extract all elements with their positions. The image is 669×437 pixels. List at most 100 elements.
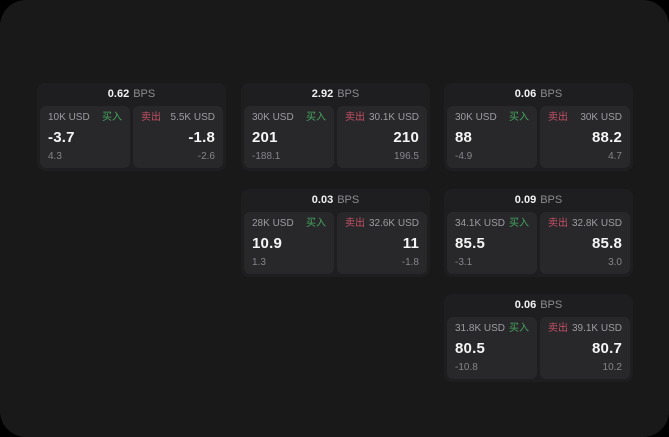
sell-change: 196.5 — [393, 151, 419, 162]
sell-tile-header: 卖出 32.6K USD — [345, 219, 419, 229]
quote-card-4: 0.03 BPS 28K USD 买入 10.9 1.3 卖出 32.6K US… — [241, 189, 430, 277]
sell-tile-header: 卖出 30K USD — [548, 113, 622, 123]
bps-value: 0.09 — [514, 194, 537, 206]
buy-price: -3.7 — [48, 129, 75, 146]
bps-header: 0.03 BPS — [244, 189, 427, 212]
sell-change: 10.2 — [602, 362, 622, 373]
buy-tile-header: 30K USD 买入 — [455, 113, 529, 123]
buy-price-tile[interactable]: 10K USD 买入 -3.7 4.3 — [40, 106, 130, 168]
bps-value: 0.06 — [514, 299, 537, 311]
buy-side-label: 买入 — [306, 218, 326, 229]
buy-tile-header: 30K USD 买入 — [252, 113, 326, 123]
bps-header: 2.92 BPS — [244, 83, 427, 106]
sell-side-label: 卖出 — [548, 218, 568, 229]
sell-price: -1.8 — [188, 129, 215, 146]
sell-price: 88.2 — [592, 129, 622, 146]
sell-side-label: 卖出 — [548, 112, 568, 123]
bps-value: 0.06 — [514, 88, 537, 100]
buy-amount: 28K USD — [252, 218, 294, 229]
buy-price-tile[interactable]: 28K USD 买入 10.9 1.3 — [244, 212, 334, 274]
sell-price-tile[interactable]: 卖出 39.1K USD 80.7 10.2 — [540, 317, 630, 379]
sell-side-label: 卖出 — [345, 112, 365, 123]
sell-side-label: 卖出 — [548, 323, 568, 334]
bps-unit-label: BPS — [540, 88, 563, 100]
quote-card-3: 0.06 BPS 30K USD 买入 88 -4.9 卖出 30K USD 8… — [444, 83, 633, 171]
sell-side-label: 卖出 — [345, 218, 365, 229]
bps-header: 0.09 BPS — [447, 189, 630, 212]
buy-tile-header: 28K USD 买入 — [252, 219, 326, 229]
buy-change: 1.3 — [252, 257, 266, 268]
bps-unit-label: BPS — [540, 194, 563, 206]
buy-side-label: 买入 — [509, 218, 529, 229]
bps-value: 0.03 — [311, 194, 334, 206]
price-tiles: 28K USD 买入 10.9 1.3 卖出 32.6K USD 11 -1.8 — [244, 212, 427, 274]
buy-price: 10.9 — [252, 235, 282, 252]
quote-card-1: 0.62 BPS 10K USD 买入 -3.7 4.3 卖出 5.5K USD… — [37, 83, 226, 171]
buy-amount: 30K USD — [252, 112, 294, 123]
buy-side-label: 买入 — [102, 112, 122, 123]
sell-price-tile[interactable]: 卖出 5.5K USD -1.8 -2.6 — [133, 106, 223, 168]
price-tiles: 31.8K USD 买入 80.5 -10.8 卖出 39.1K USD 80.… — [447, 317, 630, 379]
price-tiles: 30K USD 买入 88 -4.9 卖出 30K USD 88.2 4.7 — [447, 106, 630, 168]
sell-price: 11 — [402, 235, 419, 252]
sell-amount: 30.1K USD — [368, 112, 419, 123]
bps-header: 0.62 BPS — [40, 83, 223, 106]
price-tiles: 34.1K USD 买入 85.5 -3.1 卖出 32.8K USD 85.8… — [447, 212, 630, 274]
sell-amount: 5.5K USD — [170, 112, 215, 123]
bps-unit-label: BPS — [337, 88, 360, 100]
buy-change: -3.1 — [455, 257, 473, 268]
sell-tile-header: 卖出 39.1K USD — [548, 324, 622, 334]
buy-side-label: 买入 — [306, 112, 326, 123]
bps-unit-label: BPS — [337, 194, 360, 206]
sell-price: 80.7 — [592, 340, 622, 357]
sell-tile-header: 卖出 32.8K USD — [548, 219, 622, 229]
buy-change: -10.8 — [455, 362, 478, 373]
sell-price-tile[interactable]: 卖出 30.1K USD 210 196.5 — [337, 106, 427, 168]
sell-change: 4.7 — [608, 151, 622, 162]
sell-amount: 39.1K USD — [571, 323, 622, 334]
sell-change: 3.0 — [608, 257, 622, 268]
buy-tile-header: 10K USD 买入 — [48, 113, 122, 123]
sell-price: 210 — [393, 129, 419, 146]
bps-unit-label: BPS — [133, 88, 156, 100]
sell-amount: 30K USD — [580, 112, 622, 123]
quote-card-6: 0.06 BPS 31.8K USD 买入 80.5 -10.8 卖出 39.1… — [444, 294, 633, 382]
bps-header: 0.06 BPS — [447, 294, 630, 317]
bps-value: 0.62 — [107, 88, 130, 100]
buy-tile-header: 34.1K USD 买入 — [455, 219, 529, 229]
buy-price: 88 — [455, 129, 473, 146]
buy-side-label: 买入 — [509, 112, 529, 123]
buy-price-tile[interactable]: 34.1K USD 买入 85.5 -3.1 — [447, 212, 537, 274]
buy-price-tile[interactable]: 30K USD 买入 201 -188.1 — [244, 106, 334, 168]
sell-price: 85.8 — [592, 235, 622, 252]
sell-price-tile[interactable]: 卖出 32.6K USD 11 -1.8 — [337, 212, 427, 274]
buy-amount: 30K USD — [455, 112, 497, 123]
sell-price-tile[interactable]: 卖出 32.8K USD 85.8 3.0 — [540, 212, 630, 274]
buy-price: 85.5 — [455, 235, 485, 252]
buy-price-tile[interactable]: 30K USD 买入 88 -4.9 — [447, 106, 537, 168]
price-tiles: 10K USD 买入 -3.7 4.3 卖出 5.5K USD -1.8 -2.… — [40, 106, 223, 168]
buy-price: 80.5 — [455, 340, 485, 357]
price-tiles: 30K USD 买入 201 -188.1 卖出 30.1K USD 210 1… — [244, 106, 427, 168]
buy-price: 201 — [252, 129, 278, 146]
sell-amount: 32.8K USD — [571, 218, 622, 229]
buy-side-label: 买入 — [509, 323, 529, 334]
buy-amount: 31.8K USD — [455, 323, 506, 334]
quote-card-2: 2.92 BPS 30K USD 买入 201 -188.1 卖出 30.1K … — [241, 83, 430, 171]
buy-amount: 10K USD — [48, 112, 90, 123]
sell-tile-header: 卖出 30.1K USD — [345, 113, 419, 123]
buy-change: 4.3 — [48, 151, 62, 162]
quote-card-5: 0.09 BPS 34.1K USD 买入 85.5 -3.1 卖出 32.8K… — [444, 189, 633, 277]
sell-side-label: 卖出 — [141, 112, 161, 123]
buy-price-tile[interactable]: 31.8K USD 买入 80.5 -10.8 — [447, 317, 537, 379]
buy-amount: 34.1K USD — [455, 218, 506, 229]
sell-price-tile[interactable]: 卖出 30K USD 88.2 4.7 — [540, 106, 630, 168]
sell-change: -2.6 — [197, 151, 215, 162]
buy-change: -4.9 — [455, 151, 473, 162]
sell-amount: 32.6K USD — [368, 218, 419, 229]
bps-unit-label: BPS — [540, 299, 563, 311]
buy-tile-header: 31.8K USD 买入 — [455, 324, 529, 334]
sell-change: -1.8 — [401, 257, 419, 268]
